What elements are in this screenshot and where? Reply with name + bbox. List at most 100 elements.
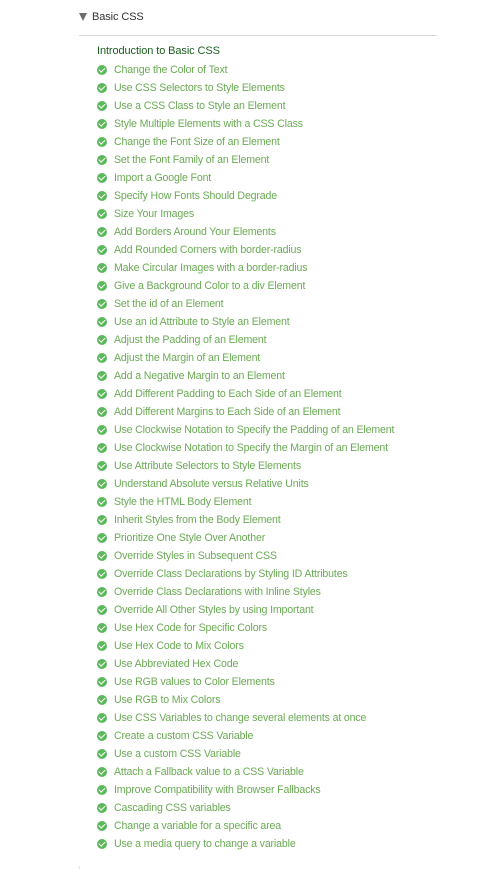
lesson-item[interactable]: Attach a Fallback value to a CSS Variabl… [97, 763, 394, 781]
lesson-item[interactable]: Add Different Padding to Each Side of an… [97, 385, 394, 403]
lesson-item[interactable]: Set the Font Family of an Element [97, 151, 394, 169]
lesson-label: Understand Absolute versus Relative Unit… [114, 478, 309, 490]
check-circle-icon [97, 623, 107, 633]
lesson-item[interactable]: Use RGB to Mix Colors [97, 691, 394, 709]
lesson-item[interactable]: Size Your Images [97, 205, 394, 223]
lesson-item[interactable]: Use CSS Selectors to Style Elements [97, 79, 394, 97]
lesson-item[interactable]: Create a custom CSS Variable [97, 727, 394, 745]
lesson-item[interactable]: Override Class Declarations with Inline … [97, 583, 394, 601]
lesson-item[interactable]: Set the id of an Element [97, 295, 394, 313]
lesson-item[interactable]: Import a Google Font [97, 169, 394, 187]
section-title: Basic CSS [92, 11, 144, 23]
lesson-item[interactable]: Use Hex Code to Mix Colors [97, 637, 394, 655]
lesson-label: Use Clockwise Notation to Specify the Ma… [114, 442, 388, 454]
check-circle-icon [97, 173, 107, 183]
lesson-item[interactable]: Give a Background Color to a div Element [97, 277, 394, 295]
check-circle-icon [97, 731, 107, 741]
lesson-item[interactable]: Cascading CSS variables [97, 799, 394, 817]
lesson-label: Set the id of an Element [114, 298, 224, 310]
lesson-item[interactable]: Prioritize One Style Over Another [97, 529, 394, 547]
lesson-item[interactable]: Use a media query to change a variable [97, 835, 394, 853]
lesson-item[interactable]: Override Styles in Subsequent CSS [97, 547, 394, 565]
lesson-item[interactable]: Style Multiple Elements with a CSS Class [97, 115, 394, 133]
lesson-label: Use Abbreviated Hex Code [114, 658, 239, 670]
lesson-label: Use an id Attribute to Style an Element [114, 316, 290, 328]
check-circle-icon [97, 713, 107, 723]
lesson-item[interactable]: Use a CSS Class to Style an Element [97, 97, 394, 115]
check-circle-icon [97, 605, 107, 615]
lesson-label: Give a Background Color to a div Element [114, 280, 306, 292]
lesson-item[interactable]: Override All Other Styles by using Impor… [97, 601, 394, 619]
intro-link[interactable]: Introduction to Basic CSS [97, 45, 220, 57]
lesson-label: Add a Negative Margin to an Element [114, 370, 285, 382]
lesson-label: Use CSS Selectors to Style Elements [114, 82, 285, 94]
lesson-item[interactable]: Use Attribute Selectors to Style Element… [97, 457, 394, 475]
lesson-item[interactable]: Use RGB values to Color Elements [97, 673, 394, 691]
lesson-label: Change a variable for a specific area [114, 820, 281, 832]
lesson-item[interactable]: Use an id Attribute to Style an Element [97, 313, 394, 331]
check-circle-icon [97, 191, 107, 201]
check-circle-icon [97, 515, 107, 525]
lesson-label: Add Different Margins to Each Side of an… [114, 406, 341, 418]
lesson-label: Add Borders Around Your Elements [114, 226, 276, 238]
lesson-item[interactable]: Add a Negative Margin to an Element [97, 367, 394, 385]
lesson-item[interactable]: Adjust the Margin of an Element [97, 349, 394, 367]
lesson-item[interactable]: Use Abbreviated Hex Code [97, 655, 394, 673]
lesson-label: Create a custom CSS Variable [114, 730, 254, 742]
check-circle-icon [97, 299, 107, 309]
lesson-item[interactable]: Override Class Declarations by Styling I… [97, 565, 394, 583]
lesson-item[interactable]: Improve Compatibility with Browser Fallb… [97, 781, 394, 799]
lesson-label: Override All Other Styles by using Impor… [114, 604, 314, 616]
lesson-label: Use Attribute Selectors to Style Element… [114, 460, 301, 472]
lesson-label: Inherit Styles from the Body Element [114, 514, 281, 526]
lesson-item[interactable]: Use CSS Variables to change several elem… [97, 709, 394, 727]
check-circle-icon [97, 803, 107, 813]
lesson-item[interactable]: Add Different Margins to Each Side of an… [97, 403, 394, 421]
lesson-item[interactable]: Make Circular Images with a border-radiu… [97, 259, 394, 277]
check-circle-icon [97, 263, 107, 273]
check-circle-icon [97, 227, 107, 237]
lesson-item[interactable]: Understand Absolute versus Relative Unit… [97, 475, 394, 493]
check-circle-icon [97, 677, 107, 687]
lesson-item[interactable]: Change the Color of Text [97, 61, 394, 79]
lesson-item[interactable]: Change a variable for a specific area [97, 817, 394, 835]
check-circle-icon [97, 821, 107, 831]
lesson-label: Use a custom CSS Variable [114, 748, 241, 760]
lesson-item[interactable]: Change the Font Size of an Element [97, 133, 394, 151]
lesson-item[interactable]: Specify How Fonts Should Degrade [97, 187, 394, 205]
lesson-item[interactable]: Inherit Styles from the Body Element [97, 511, 394, 529]
lesson-item[interactable]: Adjust the Padding of an Element [97, 331, 394, 349]
check-circle-icon [97, 101, 107, 111]
lesson-label: Cascading CSS variables [114, 802, 231, 814]
caret-down-icon [79, 12, 87, 21]
check-circle-icon [97, 353, 107, 363]
lesson-label: Add Different Padding to Each Side of an… [114, 388, 342, 400]
lesson-label: Override Class Declarations with Inline … [114, 586, 321, 598]
lesson-label: Prioritize One Style Over Another [114, 532, 266, 544]
check-circle-icon [97, 785, 107, 795]
lesson-label: Use a media query to change a variable [114, 838, 296, 850]
lesson-item[interactable]: Use a custom CSS Variable [97, 745, 394, 763]
section-header[interactable]: Basic CSS [79, 8, 144, 26]
lesson-label: Change the Color of Text [114, 64, 228, 76]
check-circle-icon [97, 425, 107, 435]
lesson-label: Use a CSS Class to Style an Element [114, 100, 286, 112]
lesson-item[interactable]: Use Clockwise Notation to Specify the Pa… [97, 421, 394, 439]
lesson-label: Use RGB values to Color Elements [114, 676, 275, 688]
lesson-label: Set the Font Family of an Element [114, 154, 270, 166]
check-circle-icon [97, 209, 107, 219]
lesson-item[interactable]: Use Clockwise Notation to Specify the Ma… [97, 439, 394, 457]
lesson-label: Use RGB to Mix Colors [114, 694, 221, 706]
check-circle-icon [97, 371, 107, 381]
check-circle-icon [97, 641, 107, 651]
lesson-item[interactable]: Style the HTML Body Element [97, 493, 394, 511]
lesson-item[interactable]: Add Rounded Corners with border-radius [97, 241, 394, 259]
check-circle-icon [97, 443, 107, 453]
lesson-label: Use Clockwise Notation to Specify the Pa… [114, 424, 395, 436]
lesson-label: Use Hex Code to Mix Colors [114, 640, 244, 652]
lesson-item[interactable]: Add Borders Around Your Elements [97, 223, 394, 241]
lesson-item[interactable]: Use Hex Code for Specific Colors [97, 619, 394, 637]
check-circle-icon [97, 497, 107, 507]
lesson-label: Size Your Images [114, 208, 195, 220]
